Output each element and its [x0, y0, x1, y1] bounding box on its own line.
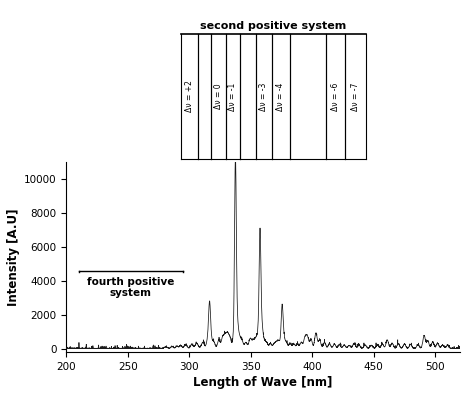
Text: second positive system: second positive system — [201, 21, 346, 30]
Text: Δν = +2: Δν = +2 — [185, 81, 194, 112]
Text: Δν = 0: Δν = 0 — [214, 83, 223, 109]
Text: Δν = -1: Δν = -1 — [228, 82, 237, 111]
X-axis label: Length of Wave [nm]: Length of Wave [nm] — [193, 376, 333, 389]
Text: Δν = -7: Δν = -7 — [351, 82, 360, 111]
Text: fourth positive
system: fourth positive system — [87, 277, 174, 298]
Text: Δν = -4: Δν = -4 — [276, 82, 285, 111]
Text: Δν = -3: Δν = -3 — [259, 82, 268, 111]
Text: Δν = -6: Δν = -6 — [331, 82, 340, 111]
Y-axis label: Intensity [A.U]: Intensity [A.U] — [7, 209, 20, 306]
